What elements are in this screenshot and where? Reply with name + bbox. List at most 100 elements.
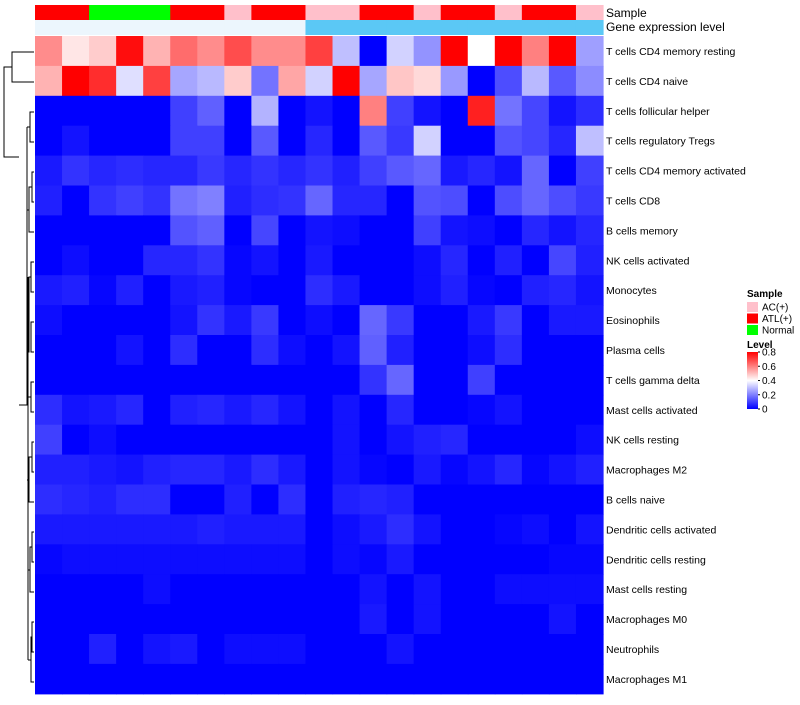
heatmap-cell	[359, 454, 388, 486]
heatmap-cell	[35, 514, 63, 545]
heatmap-cell	[521, 275, 550, 306]
heatmap-cell	[305, 125, 334, 157]
heatmap-cell	[116, 155, 144, 187]
heatmap-cell	[116, 364, 144, 396]
heatmap-cell	[413, 424, 442, 456]
heatmap-cell	[305, 275, 334, 306]
heatmap-cell	[224, 245, 252, 276]
row-label: Neutrophils	[606, 644, 659, 656]
heatmap-cell	[224, 275, 252, 306]
heatmap-cell	[575, 335, 604, 366]
heatmap-cell	[170, 514, 198, 545]
heatmap-cell	[548, 663, 577, 695]
heatmap-cell	[35, 424, 63, 456]
heatmap-cell	[116, 275, 144, 306]
sample-legend-label: AC(+)	[762, 303, 788, 314]
heatmap-cell	[35, 305, 63, 336]
heatmap-cell	[62, 275, 90, 306]
heatmap-cell	[89, 394, 117, 426]
heatmap-cell	[143, 514, 171, 545]
heatmap-cell	[332, 514, 361, 545]
heatmap-cell	[251, 634, 280, 665]
heatmap-cell	[62, 95, 90, 127]
row-label: T cells CD8	[606, 195, 660, 207]
heatmap-cell	[197, 65, 225, 97]
heatmap-cell	[359, 245, 388, 276]
sample-track-cell	[170, 5, 198, 20]
heatmap-cell	[440, 125, 469, 157]
heatmap-cell	[251, 65, 280, 97]
sample-track-cell	[305, 5, 334, 20]
heatmap-cell	[575, 95, 604, 127]
heatmap-cell	[494, 305, 523, 336]
row-label: T cells CD4 memory activated	[606, 166, 746, 178]
heatmap-cell	[467, 364, 496, 396]
heatmap-cell	[413, 634, 442, 665]
heatmap-cell	[278, 574, 307, 605]
heatmap-cell	[251, 604, 280, 635]
heatmap-cell	[170, 394, 198, 426]
heatmap-cell	[251, 155, 280, 187]
expression-track-cell	[62, 20, 90, 35]
sample-track-cell	[62, 5, 90, 20]
heatmap-cell	[467, 36, 496, 67]
heatmap-cell	[548, 155, 577, 187]
heatmap-cell	[332, 65, 361, 97]
heatmap-cell	[305, 305, 334, 336]
heatmap-cell	[575, 305, 604, 336]
heatmap-cell	[305, 215, 334, 246]
expression-track-cell	[575, 20, 604, 35]
heatmap-cell	[467, 514, 496, 545]
heatmap-cell	[386, 305, 415, 336]
heatmap-cell	[332, 275, 361, 306]
sample-track-cell	[548, 5, 577, 20]
heatmap-cell	[359, 36, 388, 67]
heatmap-cell	[386, 394, 415, 426]
heatmap-cell	[494, 544, 523, 575]
heatmap-cell	[251, 245, 280, 276]
heatmap-cell	[89, 125, 117, 157]
heatmap-cell	[170, 604, 198, 635]
heatmap-cell	[251, 663, 280, 695]
heatmap-cell	[575, 574, 604, 605]
heatmap-cell	[89, 305, 117, 336]
row-label: Macrophages M2	[606, 465, 687, 477]
heatmap-cell	[251, 305, 280, 336]
heatmap-cell	[89, 215, 117, 246]
expression-track-cell	[143, 20, 171, 35]
heatmap-cell	[413, 574, 442, 605]
heatmap-cell	[224, 574, 252, 605]
heatmap-cell	[386, 275, 415, 306]
heatmap-cell	[278, 394, 307, 426]
heatmap-cell	[386, 604, 415, 635]
heatmap-cell	[359, 95, 388, 127]
heatmap-cell	[521, 155, 550, 187]
row-label: Macrophages M0	[606, 614, 687, 626]
expression-track-cell	[197, 20, 225, 35]
heatmap-cell	[467, 155, 496, 187]
heatmap-cell	[35, 484, 63, 515]
heatmap-cell	[170, 36, 198, 67]
heatmap-cell	[440, 663, 469, 695]
heatmap-cell	[143, 424, 171, 456]
heatmap-cell	[359, 544, 388, 575]
heatmap-cell	[62, 454, 90, 486]
heatmap-cell	[251, 394, 280, 426]
heatmap-cell	[386, 364, 415, 396]
heatmap-cell	[386, 185, 415, 216]
heatmap-cell	[224, 36, 252, 67]
heatmap-cell	[494, 454, 523, 486]
heatmap-cell	[170, 155, 198, 187]
heatmap-cell	[305, 663, 334, 695]
heatmap-cell	[116, 65, 144, 97]
heatmap-cell	[197, 484, 225, 515]
heatmap-cell	[35, 65, 63, 97]
heatmap-cell	[305, 454, 334, 486]
heatmap-cell	[548, 305, 577, 336]
sample-track-cell	[413, 5, 442, 20]
heatmap-cell	[467, 275, 496, 306]
row-label: Dendritic cells activated	[606, 524, 716, 536]
heatmap-cell	[332, 663, 361, 695]
heatmap-cell	[197, 634, 225, 665]
sample-track-cell	[143, 5, 171, 20]
